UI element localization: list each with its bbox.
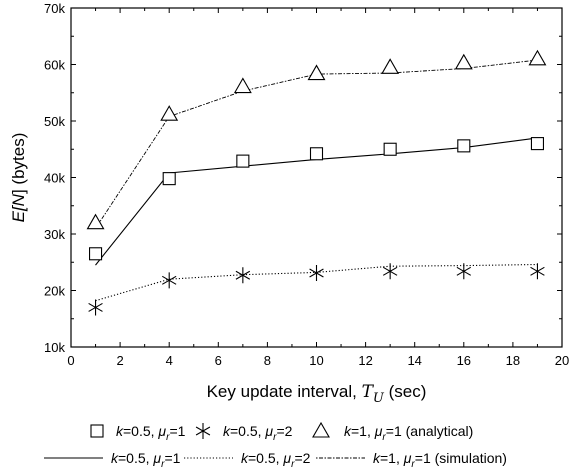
data-point-square [383,142,397,156]
y-tick-label: 40k [44,171,65,186]
y-tick-label: 10k [44,340,65,355]
plot-area [86,49,547,316]
data-point-asterisk [88,299,103,316]
legend-label: k=0.5, μr=2 [223,423,293,443]
legend: k=0.5, μr=1 k=0.5, μr=2 k=1, μr=1 (analyti… [44,421,507,470]
data-point-triangle [307,64,326,81]
x-tick-label: 10 [309,353,323,368]
x-tick-label: 14 [407,353,421,368]
legend-marker-triangle [312,421,330,438]
data-point-asterisk [309,264,324,281]
y-tick-label: 20k [44,284,65,299]
x-tick-label: 2 [116,353,123,368]
data-point-square [530,137,545,151]
tick-labels: 0 2 4 6 8 10 12 14 16 18 20 10k 20k 30k 40k 50k 60k 70k [44,1,569,368]
x-axis-title: Key update interval, TU (sec) [207,382,427,406]
plot-frame [70,7,563,348]
legend-label: k=1, μr=1 (simulation) [373,450,507,470]
data-point-triangle [160,105,179,121]
axis-titles: Key update interval, TU (sec) E[N] (bytes… [9,133,426,406]
x-tick-label: 16 [457,353,471,368]
data-point-asterisk [382,263,398,280]
data-point-asterisk [456,263,472,280]
legend-label: k=1, μr=1 (analytical) [344,423,473,443]
data-point-triangle [233,77,252,94]
x-tick-label: 20 [555,353,569,368]
data-point-square [89,247,103,261]
data-point-square [309,147,324,161]
data-point-triangle [528,49,547,66]
x-tick-label: 4 [166,353,173,368]
data-point-triangle [86,213,105,230]
y-axis-title: E[N] (bytes) [9,133,28,223]
legend-marker-asterisk [195,423,211,439]
legend-label: k=0.5, μr=1 [116,423,186,443]
data-point-square [162,172,176,186]
data-point-square [457,139,471,153]
x-tick-label: 12 [358,353,372,368]
data-point-asterisk [235,267,251,284]
axes [70,7,563,348]
data-point-square [236,154,250,168]
series-line [95,59,538,229]
x-tick-label: 6 [215,353,222,368]
y-tick-label: 60k [44,58,65,73]
data-point-asterisk [530,263,545,280]
y-tick-label: 70k [44,1,65,16]
data-point-triangle [454,53,473,70]
y-tick-label: 30k [44,227,65,242]
data-point-asterisk [161,272,177,289]
data-point-triangle [381,58,400,74]
legend-label: k=0.5, μr=2 [241,450,311,470]
x-tick-label: 8 [264,353,271,368]
legend-label: k=0.5, μr=1 [111,450,181,470]
legend-marker-square [90,424,104,438]
x-tick-label: 18 [506,353,520,368]
y-tick-label: 50k [44,114,65,129]
x-tick-label: 0 [67,353,74,368]
